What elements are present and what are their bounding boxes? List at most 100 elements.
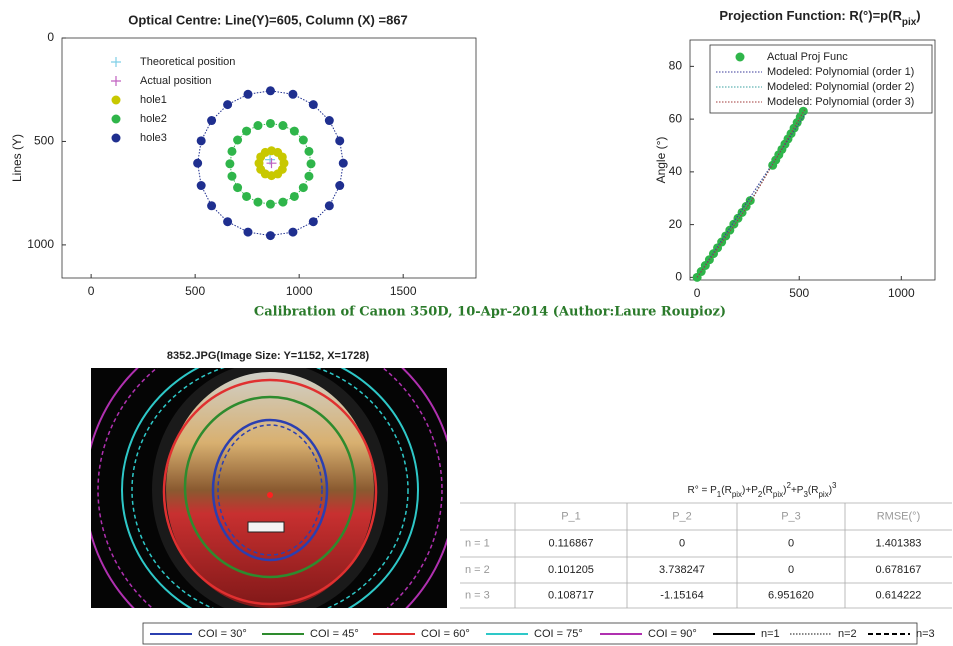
legend-marker (735, 52, 745, 62)
data-point (265, 199, 275, 209)
data-point (225, 159, 235, 169)
formula-part: R° = P (688, 485, 718, 496)
legend-label: Modeled: Polynomial (order 2) (767, 81, 914, 93)
data-point (196, 136, 206, 146)
data-point (308, 100, 318, 110)
formula-part: 2 (786, 481, 791, 490)
data-point (265, 231, 275, 241)
table-cell: 0.101205 (548, 564, 594, 576)
data-point (193, 158, 203, 168)
data-point (298, 183, 308, 193)
legend-label: Modeled: Polynomial (order 1) (767, 66, 914, 78)
table-formula: R° = P1(Rpix)+P2(Rpix)2+P3(Rpix)3 (688, 481, 838, 499)
suptitle: Calibration of Canon 350D, 10-Apr-2014 (… (254, 305, 726, 320)
series-line (696, 113, 806, 278)
y-tick-label: 0 (47, 30, 54, 44)
formula-part: ) (783, 485, 786, 496)
table-cell: 0.678167 (876, 564, 922, 576)
data-point (308, 217, 318, 227)
table-cell: 1.401383 (876, 537, 922, 549)
legend-label: n=3 (916, 628, 935, 640)
legend-marker (111, 133, 121, 143)
x-tick-label: 500 (185, 284, 205, 298)
table-cell: 0 (788, 537, 794, 549)
data-point (335, 136, 345, 146)
x-tick-label: 1000 (286, 284, 313, 298)
data-point (306, 159, 316, 169)
fisheye-image (91, 368, 447, 608)
legend-marker (111, 114, 121, 124)
table-cell: -1.15164 (660, 589, 703, 601)
data-point (223, 100, 233, 110)
x-tick-label: 0 (694, 286, 701, 300)
y-tick-label: 1000 (27, 237, 54, 251)
formula-part: )+P (742, 485, 758, 496)
legend-box (142, 622, 918, 645)
formula-part: pix (773, 490, 783, 499)
x-tick-label: 1500 (390, 284, 417, 298)
legend-label: COI = 90° (648, 628, 697, 640)
data-point (278, 121, 288, 131)
data-point (338, 158, 348, 168)
table-cell: 6.951620 (768, 589, 814, 601)
table-cell: 3.738247 (659, 564, 705, 576)
formula-part: (R (808, 485, 819, 496)
legend-label: COI = 75° (534, 628, 583, 640)
table-cell: 0.108717 (548, 589, 594, 601)
data-point (289, 126, 299, 136)
data-point (266, 158, 277, 169)
y-axis-label: Angle (°) (654, 137, 668, 184)
plot-frame (61, 37, 477, 279)
series-line (197, 90, 344, 237)
row-header: n = 3 (465, 589, 490, 601)
image-title: 8352.JPG(Image Size: Y=1152, X=1728) (167, 350, 370, 362)
table-cell: 0 (788, 564, 794, 576)
legend-label: Actual Proj Func (767, 51, 848, 63)
column-header: P_1 (561, 510, 581, 522)
series-line (696, 108, 806, 278)
row-header: n = 1 (465, 537, 490, 549)
y-tick-label: 40 (669, 164, 683, 178)
data-point (242, 191, 252, 201)
legend-label: hole2 (140, 113, 167, 125)
data-point (335, 181, 345, 191)
table-cell: 0.116867 (548, 537, 593, 549)
formula-part: 3 (832, 481, 837, 490)
column-header: P_3 (781, 510, 801, 522)
chart-title: Projection Function: R(°)=p(Rpix) (719, 8, 920, 28)
column-header: RMSE(°) (877, 510, 921, 522)
title-text: Projection Function: R(°)=p(R (719, 8, 902, 23)
formula-part: 2 (758, 490, 763, 499)
legend-label: Theoretical position (140, 56, 235, 68)
data-point (288, 227, 298, 237)
legend-label: n=1 (761, 628, 780, 640)
legend-label: COI = 30° (198, 628, 247, 640)
y-tick-label: 20 (669, 217, 683, 231)
legend-label: Actual position (140, 75, 212, 87)
formula-part: 1 (717, 490, 722, 499)
data-point (304, 171, 314, 181)
legend-label: COI = 60° (421, 628, 470, 640)
y-tick-label: 0 (675, 270, 682, 284)
plot-frame (689, 39, 936, 281)
legend-label: hole3 (140, 132, 167, 144)
title-text: ) (916, 8, 920, 23)
formula-part: (R (721, 485, 732, 496)
legend-label: Modeled: Polynomial (order 3) (767, 96, 914, 108)
data-point (243, 89, 253, 99)
data-point (233, 135, 243, 145)
data-point (298, 135, 308, 145)
data-point (798, 106, 808, 116)
formula-part: +P (791, 485, 804, 496)
y-tick-label: 60 (669, 111, 683, 125)
x-tick-label: 500 (789, 286, 809, 300)
data-point (233, 183, 243, 193)
row-header: n = 2 (465, 564, 490, 576)
legend-label: hole1 (140, 94, 167, 106)
formula-part: ) (829, 485, 832, 496)
y-tick-label: 500 (34, 134, 54, 148)
data-point (253, 197, 263, 207)
data-point (278, 197, 288, 207)
data-point (304, 146, 314, 156)
